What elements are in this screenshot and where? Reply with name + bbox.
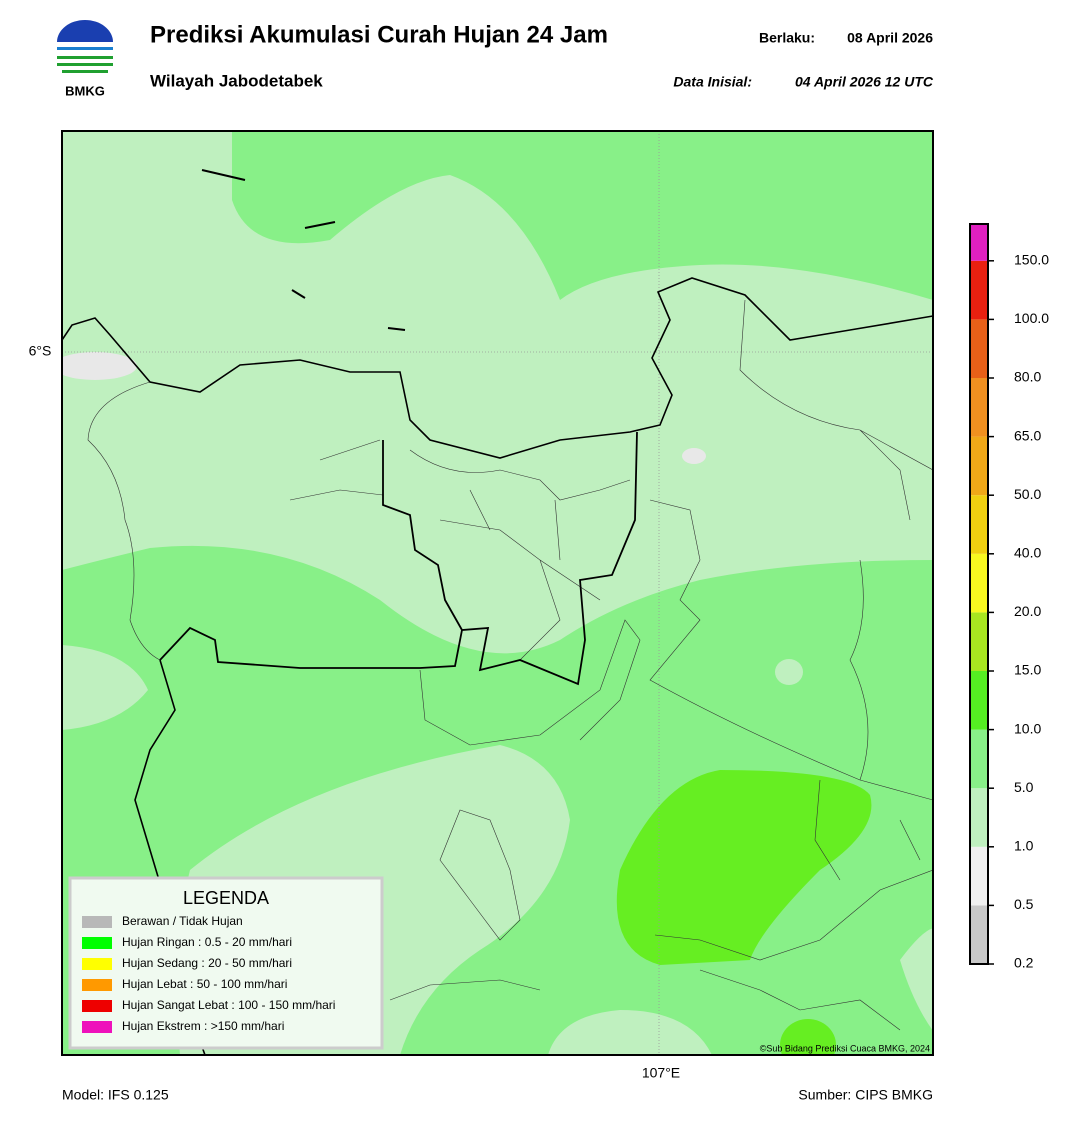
colorbar-segment: [970, 436, 988, 496]
map-frame: [61, 130, 934, 1056]
colorbar-tick-label: 5.0: [1014, 779, 1034, 795]
legend-label: Hujan Ekstrem : >150 mm/hari: [122, 1019, 284, 1033]
colorbar-segment: [970, 319, 988, 378]
footer-source: Sumber: CIPS BMKG: [798, 1087, 933, 1103]
init-label: Data Inisial:: [673, 74, 752, 90]
legend-swatch: [82, 916, 112, 928]
colorbar-segment: [970, 905, 988, 964]
footer-model: Model: IFS 0.125: [62, 1087, 169, 1103]
colorbar-tick-label: 0.5: [1014, 896, 1034, 912]
subtitle: Wilayah Jabodetabek: [150, 71, 323, 90]
title: Prediksi Akumulasi Curah Hujan 24 Jam: [150, 21, 608, 48]
lon-label: 107°E: [642, 1065, 680, 1081]
colorbar-tick-label: 15.0: [1014, 662, 1041, 678]
legend-swatch: [82, 958, 112, 970]
colorbar-segment: [970, 671, 988, 730]
colorbar-segment: [970, 378, 988, 437]
legend: LEGENDA Berawan / Tidak Hujan Hujan Ringa…: [68, 876, 384, 1050]
colorbar-frame: [969, 223, 989, 965]
colorbar-tick-label: 20.0: [1014, 603, 1041, 619]
legend-label: Hujan Sedang : 20 - 50 mm/hari: [122, 956, 292, 970]
colorbar: 0.2 0.5 1.0 5.0 10.0 15.0 20.0 40.0 50.0 65.0 80.0…: [969, 223, 1049, 971]
colorbar-tick-label: 1.0: [1014, 838, 1034, 854]
logo-text: BMKG: [65, 83, 105, 98]
colorbar-tick-label: 100.0: [1014, 310, 1049, 326]
colorbar-tick-label: 150.0: [1014, 252, 1049, 268]
legend-label: Berawan / Tidak Hujan: [122, 914, 243, 928]
colorbar-segment: [970, 846, 988, 906]
valid-label: Berlaku:: [759, 30, 815, 46]
colorbar-segment: [970, 495, 988, 554]
logo: BMKG: [57, 20, 113, 98]
legend-label: Hujan Sangat Lebat : 100 - 150 mm/hari: [122, 998, 335, 1012]
colorbar-tick-label: 10.0: [1014, 720, 1041, 736]
init-date: 04 April 2026 12 UTC: [795, 74, 934, 90]
legend-swatch: [82, 1021, 112, 1033]
legend-label: Hujan Ringan : 0.5 - 20 mm/hari: [122, 935, 292, 949]
colorbar-tick-label: 0.2: [1014, 955, 1034, 971]
legend-swatch: [82, 937, 112, 949]
colorbar-tick-label: 50.0: [1014, 486, 1041, 502]
colorbar-tick-label: 80.0: [1014, 369, 1041, 385]
colorbar-segment: [970, 260, 988, 320]
lat-label: 6°S: [29, 343, 52, 359]
colorbar-tick-label: 40.0: [1014, 545, 1041, 561]
legend-label: Hujan Lebat : 50 - 100 mm/hari: [122, 977, 287, 991]
colorbar-segment: [970, 224, 988, 261]
legend-swatch: [82, 1000, 112, 1012]
colorbar-segment: [970, 612, 988, 671]
legend-title: LEGENDA: [183, 888, 269, 908]
legend-swatch: [82, 979, 112, 991]
copyright: ©Sub Bidang Prediksi Cuaca BMKG, 2024: [760, 1043, 930, 1053]
colorbar-segment: [970, 788, 988, 847]
colorbar-segment: [970, 729, 988, 789]
valid-date: 08 April 2026: [847, 30, 933, 46]
colorbar-tick-label: 65.0: [1014, 427, 1041, 443]
colorbar-segment: [970, 553, 988, 613]
